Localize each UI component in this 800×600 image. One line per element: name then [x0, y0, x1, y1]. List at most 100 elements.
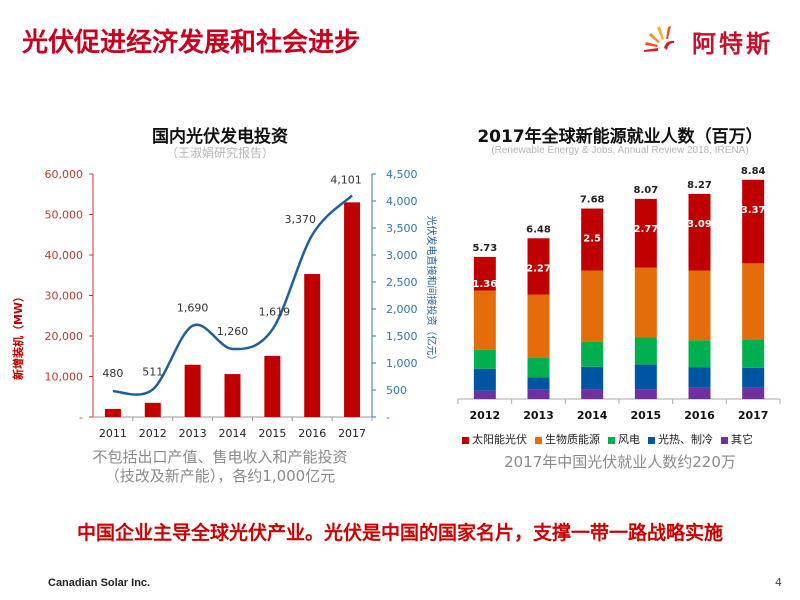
legend-label: 其它: [731, 433, 753, 446]
legend-label: 生物质能源: [545, 433, 600, 446]
legend-swatch: [462, 436, 469, 444]
jobs-segment-biomass: [581, 270, 604, 342]
right-y-tick-label: 1,000: [386, 357, 418, 370]
capacity-bar: [184, 364, 201, 417]
investment-chart-plot: - 10,000 20,000 30,000 40,000 50,000 60,000 新增装…: [11, 168, 438, 440]
x-tick-label: 2014: [577, 409, 608, 422]
right-y-tick-label: 500: [386, 384, 407, 397]
legend-label: 风电: [618, 433, 640, 446]
legend-label: 光热、制冷: [658, 433, 713, 446]
capacity-bar: [344, 202, 361, 417]
investment-chart: 国内光伏发电投资 （王淑娟研究报告） - 10,000 20,000 30,000 40…: [0, 110, 440, 490]
right-y-tick-label: 4,000: [386, 195, 418, 208]
jobs-segment-solar-heat: [473, 368, 496, 391]
right-y-tick-label: 1,500: [386, 330, 418, 343]
jobs-segment-biomass: [634, 267, 657, 338]
x-tick-label: 2016: [298, 427, 326, 440]
jobs-segment-solar: [688, 193, 711, 271]
capacity-bar: [304, 274, 321, 417]
legend-item: 生物质能源: [535, 431, 600, 447]
footer-company: Canadian Solar Inc.: [48, 577, 151, 589]
jobs-note: 2017年中国光伏就业人数约220万: [504, 453, 736, 471]
x-tick-label: 2014: [219, 427, 247, 440]
jobs-segment-biomass: [688, 270, 711, 341]
left-y-axis-label: 新增装机（MW）: [11, 291, 25, 380]
right-y-tick-label: -: [386, 411, 390, 424]
investment-data-label: 1,690: [177, 302, 209, 315]
company-logo: 阿特斯: [638, 18, 788, 58]
jobs-segment-other: [473, 390, 496, 399]
jobs-segment-solar: [742, 179, 765, 264]
solar-value-label: 1.36: [472, 279, 497, 290]
bottom-message: 中国企业主导全球光伏产业。光伏是中国的国家名片，支撑一带一路战略实施: [76, 522, 723, 544]
left-y-tick-label: 60,000: [45, 168, 84, 181]
capacity-bar: [224, 374, 241, 417]
jobs-chart-plot: 1.36 5.73 2012 2.27 6.48 2013 2.5 7.68 2014 2.77 8…: [457, 166, 781, 422]
solar-value-label: 3.09: [687, 219, 712, 230]
investment-data-label: 511: [142, 365, 163, 378]
legend-item: 太阳能光伏: [462, 431, 527, 447]
x-tick-label: 2015: [631, 409, 662, 422]
left-y-tick-label: 40,000: [45, 249, 84, 262]
investment-data-label: 480: [102, 367, 123, 380]
investment-data-label: 4,101: [330, 174, 362, 187]
jobs-segment-solar: [527, 238, 550, 295]
legend-item: 其它: [721, 431, 753, 447]
left-y-tick-label: 50,000: [45, 209, 84, 222]
jobs-segment-biomass: [527, 294, 550, 358]
legend-label: 太阳能光伏: [472, 433, 527, 446]
left-y-tick-label: 30,000: [45, 290, 84, 303]
jobs-segment-wind: [581, 341, 604, 367]
right-y-axis-label: 光伏发电直接和间接投资（亿元）: [425, 216, 438, 366]
jobs-segment-wind: [688, 340, 711, 368]
legend-swatch: [648, 436, 655, 444]
legend-swatch: [535, 436, 542, 444]
capacity-bar: [104, 408, 121, 417]
right-y-tick-label: 2,000: [386, 303, 418, 316]
capacity-bar: [144, 402, 161, 417]
total-label: 8.07: [633, 185, 658, 196]
solar-value-label: 2.5: [583, 234, 601, 245]
jobs-segment-wind: [742, 339, 765, 368]
sun-logo-icon: [644, 26, 674, 52]
investment-note-line1: 不包括出口产值、售电收入和产能投资: [92, 448, 348, 466]
total-label: 5.73: [472, 243, 497, 254]
jobs-chart-legend: 太阳能光伏 生物质能源 风电 光热、制冷 其它: [462, 431, 761, 447]
left-y-tick-label: 10,000: [45, 371, 84, 384]
logo-text: 阿特斯: [692, 30, 773, 58]
x-tick-label: 2012: [470, 409, 501, 422]
jobs-segment-solar-heat: [742, 367, 765, 388]
jobs-segment-wind: [634, 337, 657, 365]
jobs-segment-solar-heat: [581, 366, 604, 390]
jobs-chart-subtitle: (Renewable Energy & Jobs, Annual Review …: [491, 145, 749, 156]
jobs-segment-solar-heat: [527, 377, 550, 390]
investment-note: 不包括出口产值、售电收入和产能投资 （技改及新产能），各约1,000亿元: [70, 448, 370, 486]
total-label: 8.27: [687, 180, 712, 191]
investment-chart-title: 国内光伏发电投资: [152, 127, 288, 147]
jobs-segment-solar-heat: [634, 364, 657, 390]
left-y-tick-label: -: [79, 411, 83, 424]
jobs-segment-biomass: [742, 263, 765, 340]
jobs-segment-solar: [581, 208, 604, 271]
total-label: 8.84: [741, 166, 766, 177]
jobs-segment-solar: [634, 198, 657, 268]
solar-value-label: 3.37: [741, 205, 766, 216]
x-tick-label: 2017: [738, 409, 769, 422]
x-tick-label: 2015: [258, 427, 286, 440]
investment-data-label: 3,370: [284, 213, 316, 226]
total-label: 6.48: [526, 224, 551, 235]
jobs-segment-biomass: [473, 290, 496, 350]
jobs-segment-other: [742, 387, 765, 399]
jobs-segment-other: [527, 389, 550, 399]
left-y-tick-label: 20,000: [45, 330, 84, 343]
legend-item: 光热、制冷: [648, 431, 713, 447]
solar-value-label: 2.77: [633, 224, 658, 235]
legend-swatch: [608, 436, 615, 444]
right-y-tick-label: 3,000: [386, 249, 418, 262]
jobs-segment-other: [688, 387, 711, 399]
jobs-chart-title: 2017年全球新能源就业人数（百万）: [477, 127, 763, 147]
x-tick-label: 2013: [179, 427, 207, 440]
legend-swatch: [721, 436, 728, 444]
x-tick-label: 2013: [523, 409, 554, 422]
jobs-segment-solar-heat: [688, 367, 711, 388]
